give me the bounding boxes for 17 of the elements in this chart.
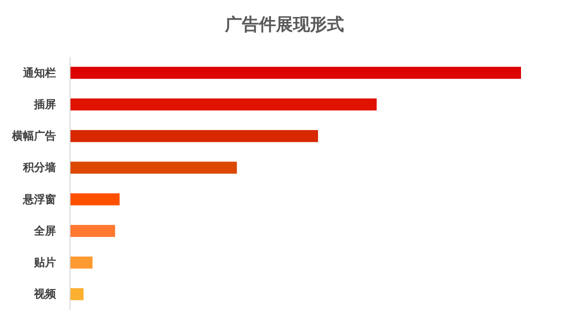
y-tick-label: 悬浮窗 [22, 192, 56, 206]
bar [70, 224, 116, 237]
y-tick-label: 全屏 [33, 224, 56, 238]
bar [70, 130, 318, 142]
bar [70, 98, 377, 110]
y-tick-label: 视频 [33, 288, 57, 301]
y-tick-label: 通知栏 [22, 66, 56, 80]
y-tick-label: 贴片 [33, 256, 56, 270]
bar [70, 288, 84, 300]
y-tick-label: 插屏 [33, 98, 56, 111]
chart-title: 广告件展现形式 [224, 15, 344, 35]
bar [70, 66, 521, 79]
y-tick-label: 横幅广告 [11, 130, 56, 143]
bar [70, 256, 93, 269]
y-tick-label: 积分墙 [22, 161, 56, 174]
bar [70, 193, 120, 206]
bar [70, 162, 237, 174]
